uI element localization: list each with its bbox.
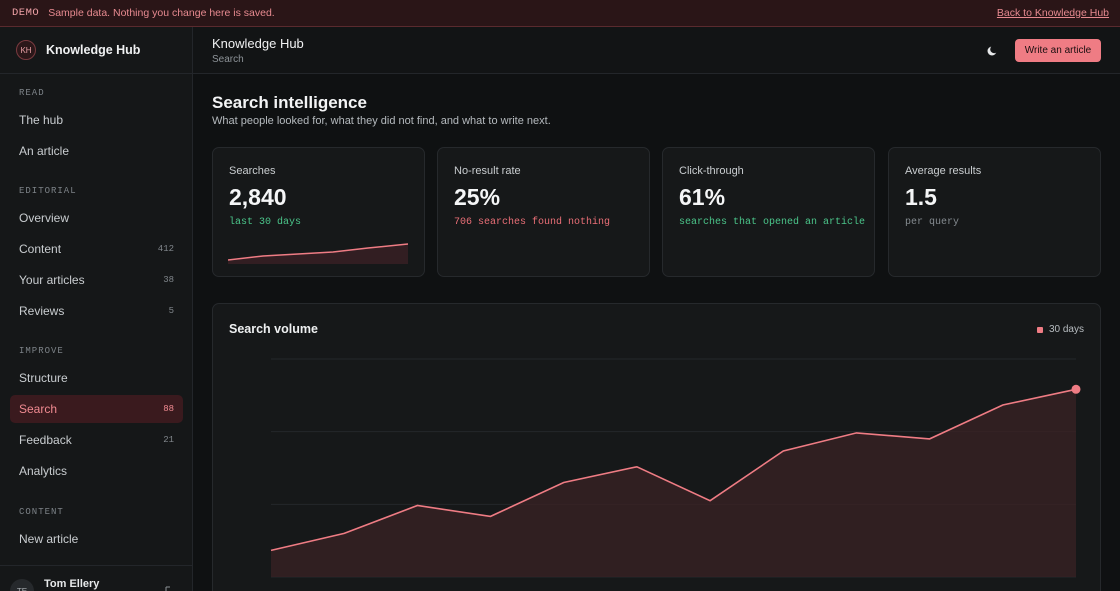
sidebar-item-label: Search — [19, 402, 58, 416]
user-panel[interactable]: TE Tom Ellery — [0, 565, 193, 591]
legend-swatch — [1036, 326, 1043, 333]
sidebar-item-label: Reviews — [19, 304, 65, 318]
stat-note: 706 searches found nothing — [454, 217, 611, 228]
moon-icon[interactable] — [985, 44, 999, 58]
sidebar-item-count: 21 — [163, 435, 174, 445]
sidebar-item-structure[interactable]: Structure — [10, 364, 183, 392]
page-title: Search intelligence — [212, 93, 367, 112]
brand[interactable]: KH Knowledge Hub — [0, 27, 192, 74]
write-article-button[interactable]: Write an article — [1015, 39, 1101, 62]
nav-section-editorial: EDITORIAL — [19, 186, 77, 196]
avatar: TE — [10, 579, 34, 591]
sidebar-item-label: Analytics — [19, 464, 68, 478]
sidebar-item-label: Your articles — [19, 273, 85, 287]
stat-card-searches: Searches 2,840 last 30 days — [212, 147, 425, 277]
demo-banner: DEMO Sample data. Nothing you change her… — [0, 0, 1120, 27]
stat-label: Click-through — [679, 165, 744, 177]
series-line — [270, 388, 1077, 552]
sidebar-item-count: 88 — [163, 404, 174, 414]
sidebar-item-search[interactable]: Search 88 — [10, 395, 183, 423]
search-volume-chart: Search volume 30 days — [212, 303, 1101, 591]
sidebar-item-label: New article — [19, 532, 79, 546]
stat-value: 2,840 — [229, 184, 287, 210]
stat-value: 25% — [454, 184, 501, 210]
demo-tag: DEMO — [12, 7, 40, 19]
stat-label: No-result rate — [454, 165, 521, 177]
sidebar-item-feedback[interactable]: Feedback 21 — [10, 426, 183, 454]
chart-legend: 30 days — [1036, 324, 1084, 335]
sidebar-item-reviews[interactable]: Reviews 5 — [10, 297, 183, 325]
breadcrumb: Search — [212, 54, 244, 65]
sidebar-item-label: Structure — [19, 371, 68, 385]
sidebar-item-new-article[interactable]: New article — [10, 525, 183, 553]
sign-out-icon[interactable] — [164, 586, 174, 591]
sidebar-item-label: An article — [19, 144, 70, 158]
nav-section-read: READ — [19, 88, 45, 98]
chart-title: Search volume — [229, 322, 318, 336]
stat-card-click-through: Click-through 61% searches that opened a… — [662, 147, 875, 277]
sidebar-item-label: Feedback — [19, 433, 72, 447]
sidebar-item-an-article[interactable]: An article — [10, 137, 183, 165]
page-header: Knowledge Hub Search Write an article — [193, 27, 1120, 74]
searches-sparkline — [228, 243, 408, 264]
back-to-hub-link[interactable]: Back to Knowledge Hub — [996, 7, 1109, 19]
header-title: Knowledge Hub — [212, 36, 304, 51]
nav-section-improve: IMPROVE — [19, 346, 64, 356]
sidebar-item-label: Content — [19, 242, 62, 256]
nav-section-content: CONTENT — [19, 507, 64, 517]
sidebar-item-count: 412 — [157, 244, 174, 254]
page-subtitle: What people looked for, what they did no… — [212, 115, 551, 127]
stat-label: Average results — [905, 165, 982, 177]
sidebar-item-count: 38 — [163, 275, 174, 285]
sidebar-item-overview[interactable]: Overview — [10, 204, 183, 232]
user-name: Tom Ellery — [44, 578, 100, 590]
stat-card-average-results: Average results 1.5 per query — [888, 147, 1101, 277]
series-area — [271, 389, 1076, 577]
stat-value: 61% — [679, 184, 726, 210]
sidebar-item-the-hub[interactable]: The hub — [10, 106, 183, 134]
stat-note: searches that opened an article — [679, 217, 866, 228]
stat-label: Searches — [229, 165, 276, 177]
demo-message: Sample data. Nothing you change here is … — [48, 7, 275, 19]
sidebar-item-your-articles[interactable]: Your articles 38 — [10, 266, 183, 294]
stat-card-no-result-rate: No-result rate 25% 706 searches found no… — [437, 147, 650, 277]
stat-value: 1.5 — [905, 184, 937, 210]
sidebar-item-count: 5 — [168, 306, 174, 316]
stat-note: per query — [905, 217, 960, 228]
brand-name: Knowledge Hub — [46, 43, 141, 57]
chart-canvas — [270, 358, 1081, 578]
sidebar-item-label: The hub — [19, 113, 64, 127]
sidebar-item-label: Overview — [19, 211, 70, 225]
brand-logo: KH — [16, 40, 36, 60]
sidebar: KH Knowledge Hub READ The hub An article… — [0, 27, 193, 591]
legend-label: 30 days — [1048, 324, 1084, 335]
sidebar-item-content[interactable]: Content 412 — [10, 235, 183, 263]
data-point[interactable] — [1071, 384, 1081, 394]
sidebar-item-analytics[interactable]: Analytics — [10, 457, 183, 485]
stat-note: last 30 days — [229, 217, 302, 228]
